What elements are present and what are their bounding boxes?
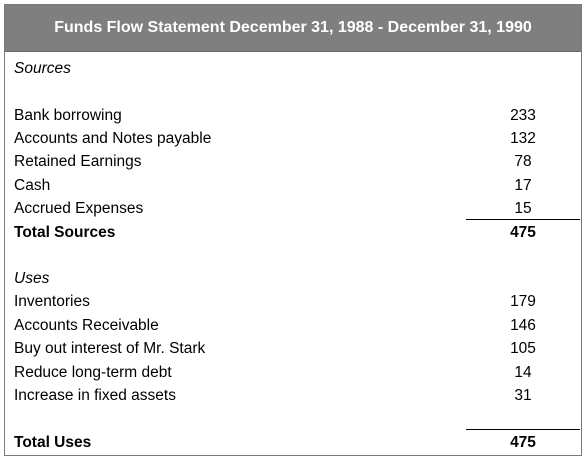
- row-value: 146: [510, 317, 536, 334]
- row-label: Accrued Expenses: [14, 200, 144, 217]
- table-row: Accounts Receivable 146: [5, 314, 581, 337]
- table-row: Inventories 179: [5, 290, 581, 313]
- total-uses-value: 475: [510, 434, 536, 451]
- table-row: Increase in fixed assets 31: [5, 384, 581, 407]
- row-value: 15: [514, 200, 532, 217]
- uses-total-row: Total Uses 475: [5, 431, 581, 454]
- row-value: 105: [510, 340, 536, 357]
- sources-heading: Sources: [14, 60, 71, 77]
- row-label: Increase in fixed assets: [14, 387, 176, 404]
- row-value: 78: [514, 153, 532, 170]
- funds-flow-table: Funds Flow Statement December 31, 1988 -…: [4, 4, 582, 456]
- table-row: Bank borrowing 233: [5, 104, 581, 127]
- row-label: Accounts Receivable: [14, 317, 159, 334]
- total-sources-label: Total Sources: [14, 224, 116, 241]
- row-value: 179: [510, 293, 536, 310]
- sources-total-rule: [466, 219, 580, 220]
- table-row: Retained Earnings 78: [5, 150, 581, 173]
- sources-total-row: Total Sources 475: [5, 221, 581, 244]
- table-row: Buy out interest of Mr. Stark 105: [5, 337, 581, 360]
- row-label: Accounts and Notes payable: [14, 130, 212, 147]
- total-uses-label: Total Uses: [14, 434, 92, 451]
- row-label: Reduce long-term debt: [14, 364, 172, 381]
- row-label: Retained Earnings: [14, 153, 142, 170]
- table-row: Accounts and Notes payable 132: [5, 127, 581, 150]
- row-value: 31: [514, 387, 532, 404]
- sources-heading-row: Sources: [5, 57, 581, 80]
- uses-heading: Uses: [14, 270, 50, 287]
- table-row: Accrued Expenses 15: [5, 197, 581, 220]
- uses-total-rule: [466, 429, 580, 430]
- row-label: Inventories: [14, 293, 90, 310]
- row-value: 132: [510, 130, 536, 147]
- uses-heading-row: Uses: [5, 267, 581, 290]
- row-label: Buy out interest of Mr. Stark: [14, 340, 206, 357]
- row-label: Bank borrowing: [14, 107, 122, 124]
- row-value: 233: [510, 107, 536, 124]
- table-row: Reduce long-term debt 14: [5, 361, 581, 384]
- total-sources-value: 475: [510, 224, 536, 241]
- table-row: Cash 17: [5, 174, 581, 197]
- table-title: Funds Flow Statement December 31, 1988 -…: [5, 5, 581, 52]
- row-value: 17: [514, 177, 532, 194]
- row-value: 14: [514, 364, 532, 381]
- row-label: Cash: [14, 177, 51, 194]
